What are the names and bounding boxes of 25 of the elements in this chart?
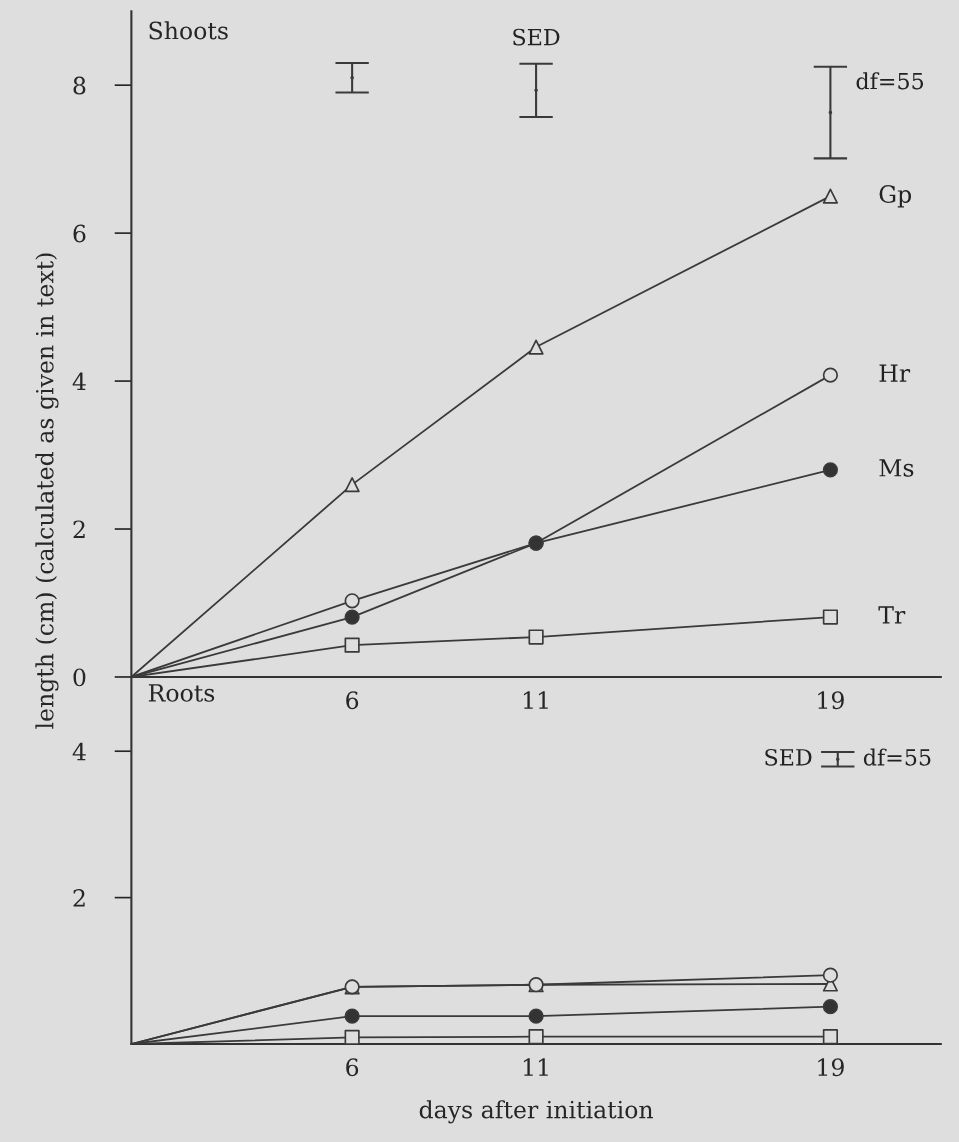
annotation: df=55	[863, 748, 931, 766]
x-tick-label: 11	[523, 1058, 548, 1076]
x-axis-title: days after initiation	[419, 1100, 653, 1124]
series-label: Ms	[879, 459, 914, 477]
annotation: SED	[765, 748, 812, 766]
x-tick-label: 11	[523, 691, 548, 709]
series-label: Gp	[879, 185, 912, 208]
x-tick-label: 19	[818, 691, 844, 710]
chart-title: Roots	[148, 684, 215, 702]
series-label: Tr	[878, 606, 906, 624]
x-tick-label: 6	[346, 691, 359, 710]
y-tick-label: 0	[73, 668, 86, 687]
series-label: Hr	[879, 364, 911, 382]
annotation: df=55	[856, 72, 924, 90]
y-tick-label: 6	[73, 224, 86, 243]
chart-title: Shoots	[149, 21, 228, 40]
y-tick-label: 4	[72, 742, 86, 761]
x-tick-label: 19	[818, 1058, 844, 1077]
y-tick-label: 2	[73, 520, 85, 538]
y-axis-title: length (cm) (calculated as given in text)	[35, 253, 59, 729]
annotation: SED	[513, 28, 560, 46]
y-tick-label: 4	[72, 372, 86, 391]
y-tick-label: 8	[73, 76, 86, 95]
x-tick-label: 6	[346, 1058, 359, 1077]
y-tick-label: 2	[73, 889, 85, 907]
